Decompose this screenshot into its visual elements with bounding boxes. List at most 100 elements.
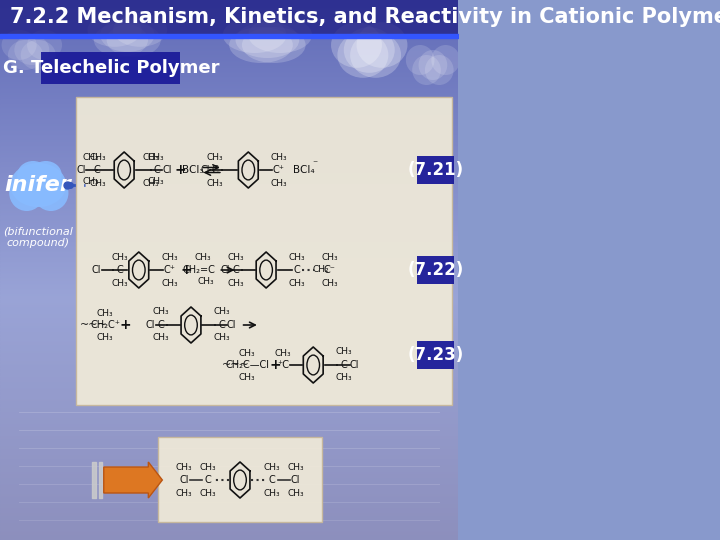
Text: CH₃: CH₃ [83, 178, 99, 186]
Bar [0, 219, 459, 220]
Text: C: C [154, 165, 161, 175]
Bar [0, 186, 459, 187]
Bar [0, 28, 459, 30]
Bar [0, 191, 459, 192]
Text: CH₂=C: CH₂=C [183, 265, 216, 275]
Bar [0, 66, 459, 68]
Ellipse shape [21, 40, 55, 70]
Text: (bifunctional
compound): (bifunctional compound) [4, 226, 73, 248]
Bar [0, 239, 459, 240]
Bar [0, 312, 459, 313]
Bar [0, 521, 459, 523]
Bar [0, 131, 459, 132]
Bar [0, 464, 459, 465]
Text: CH₃: CH₃ [264, 462, 280, 471]
Text: CH₃: CH₃ [96, 308, 113, 318]
Bar [0, 519, 459, 521]
Text: CH₃: CH₃ [148, 153, 164, 163]
Ellipse shape [356, 22, 408, 68]
Bar [0, 432, 459, 433]
Bar [0, 170, 459, 172]
Bar [0, 173, 459, 174]
Text: CH₃: CH₃ [321, 253, 338, 261]
Bar [0, 489, 459, 490]
Bar [0, 174, 459, 176]
Bar [0, 270, 459, 271]
Text: ~~~: ~~~ [222, 360, 249, 370]
Text: CH₃: CH₃ [228, 279, 244, 287]
Bar [0, 269, 459, 270]
Bar [0, 154, 459, 156]
Bar [0, 523, 459, 524]
Bar [0, 470, 459, 471]
Text: Cl: Cl [291, 475, 300, 485]
Bar [0, 451, 459, 453]
Bar [0, 404, 459, 405]
Bar [0, 374, 459, 375]
FancyBboxPatch shape [417, 341, 454, 369]
Bar [0, 491, 459, 492]
Bar [0, 475, 459, 476]
Bar [0, 291, 459, 292]
Bar [0, 19, 459, 20]
Text: CH₃: CH₃ [336, 348, 352, 356]
Ellipse shape [229, 27, 293, 63]
Text: Cl: Cl [180, 475, 189, 485]
Bar [0, 56, 459, 57]
Bar [0, 106, 459, 108]
Bar [0, 471, 459, 472]
Bar [0, 361, 459, 362]
Bar [0, 227, 459, 228]
Bar [0, 420, 459, 421]
Bar [0, 263, 459, 265]
Bar [0, 94, 459, 96]
Ellipse shape [10, 163, 66, 207]
Bar [0, 379, 459, 381]
Bar [0, 235, 459, 237]
Bar [0, 158, 459, 159]
Bar [0, 76, 459, 77]
Bar [0, 458, 459, 459]
Bar [0, 63, 459, 65]
Bar [0, 208, 459, 209]
Bar [0, 100, 459, 102]
Bar [0, 481, 459, 482]
Bar [0, 246, 459, 247]
Bar [0, 397, 459, 399]
Bar [0, 159, 459, 160]
Bar [0, 448, 459, 449]
Bar [0, 5, 459, 6]
Text: ~~~: ~~~ [81, 320, 108, 330]
Bar [0, 8, 459, 9]
Text: C: C [117, 265, 123, 275]
Text: +: + [174, 163, 186, 177]
Text: CH₃: CH₃ [288, 279, 305, 287]
Bar [0, 157, 459, 158]
Bar [0, 530, 459, 532]
Bar [0, 108, 459, 109]
Bar [0, 25, 459, 27]
Bar [0, 152, 459, 154]
Text: C⁺: C⁺ [163, 265, 176, 275]
Bar [0, 224, 459, 226]
Bar [0, 363, 459, 364]
Bar [0, 172, 459, 173]
Bar [0, 50, 459, 51]
Ellipse shape [100, 18, 154, 52]
Text: BCl₃: BCl₃ [181, 165, 203, 175]
Bar [0, 476, 459, 478]
Bar [0, 399, 459, 400]
Bar [0, 427, 459, 428]
Bar [0, 375, 459, 377]
Text: C: C [94, 165, 100, 175]
Bar [0, 40, 459, 42]
Text: Cl: Cl [220, 265, 230, 275]
Bar [0, 534, 459, 535]
Bar [0, 4, 459, 5]
Bar [0, 416, 459, 417]
Bar [0, 9, 459, 11]
Bar [0, 428, 459, 429]
Bar [0, 237, 459, 238]
Bar [0, 455, 459, 456]
Bar [0, 305, 459, 306]
